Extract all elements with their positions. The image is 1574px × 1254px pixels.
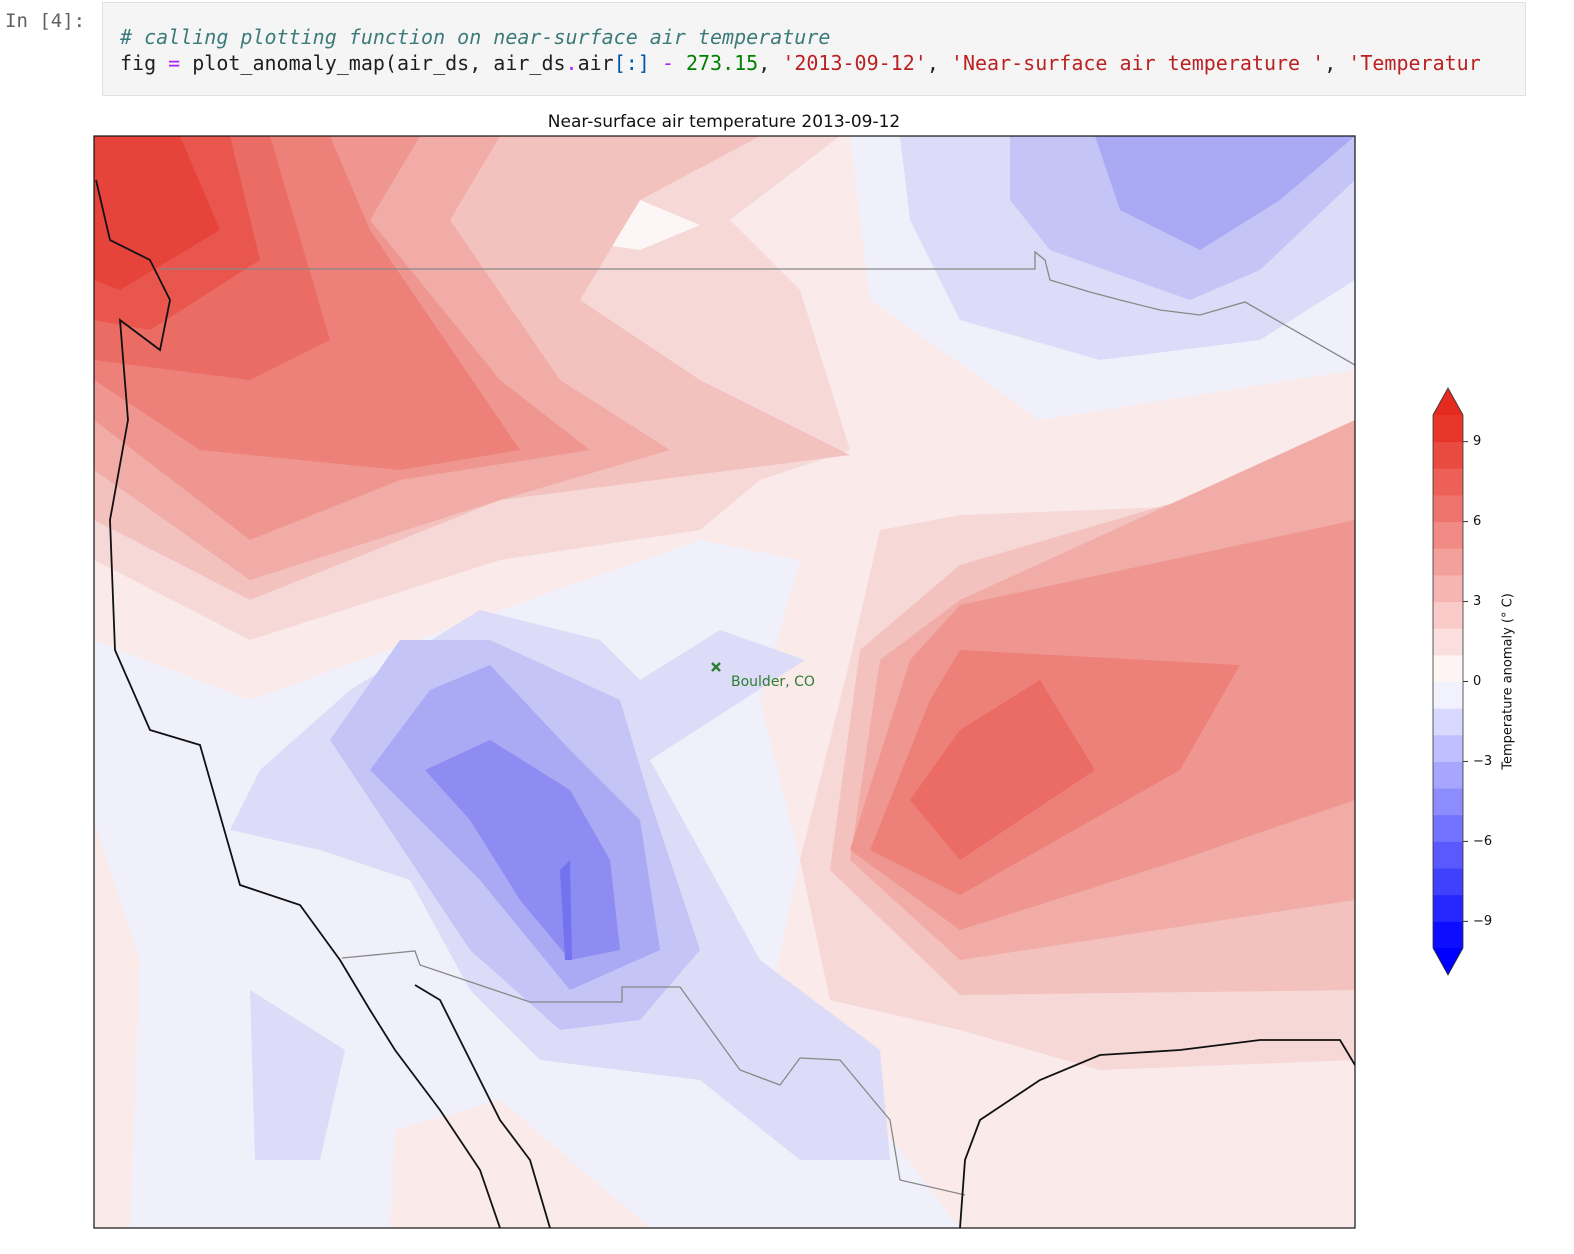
colorbar-band bbox=[1433, 548, 1463, 576]
colorbar-tick-label: −3 bbox=[1473, 754, 1492, 769]
borders bbox=[160, 250, 1355, 1196]
colorbar-tick-label: 6 bbox=[1473, 514, 1481, 529]
coastline bbox=[95, 179, 1355, 1228]
colorbar-band bbox=[1433, 628, 1463, 656]
colorbar-tick-label: 0 bbox=[1473, 674, 1481, 689]
colorbar-band bbox=[1433, 814, 1463, 842]
code-token: '2013-09-12' bbox=[782, 51, 927, 75]
cell-prompt: In [4]: bbox=[5, 10, 86, 32]
colorbar-tick-label: −6 bbox=[1473, 834, 1492, 849]
code-token: # calling plotting function on near-surf… bbox=[120, 25, 831, 49]
colorbar-band bbox=[1433, 734, 1463, 762]
marker-label: Boulder, CO bbox=[731, 674, 815, 690]
colorbar-band bbox=[1433, 868, 1463, 896]
colorbar-band bbox=[1433, 415, 1463, 443]
colorbar-band bbox=[1433, 441, 1463, 469]
colorbar-extend-max bbox=[1433, 388, 1463, 415]
colorbar-band bbox=[1433, 574, 1463, 603]
colorbar-band bbox=[1433, 681, 1463, 709]
map-frame bbox=[93, 135, 1356, 1229]
colorbar-band bbox=[1433, 654, 1463, 682]
code-token: . bbox=[565, 51, 578, 75]
colorbar-band bbox=[1433, 761, 1463, 789]
code-token: air bbox=[577, 51, 614, 75]
code-token: plot_anomaly_map(air_ds, air_ds bbox=[180, 51, 566, 75]
colorbar-band bbox=[1433, 601, 1463, 629]
map: Boulder, CO bbox=[94, 136, 1355, 1228]
code-line: # calling plotting function on near-surf… bbox=[120, 24, 1525, 50]
code-token: fig bbox=[120, 51, 169, 75]
colorbar-label: Temperature anomaly (° C) bbox=[1501, 593, 1516, 771]
code-token: = bbox=[168, 51, 181, 75]
boulder-marker bbox=[711, 662, 721, 672]
colorbar-tick-label: 3 bbox=[1473, 594, 1481, 609]
colorbar-band bbox=[1433, 841, 1463, 869]
code-token: 'Temperatur bbox=[1348, 51, 1481, 75]
colorbar-band bbox=[1433, 708, 1463, 736]
code-token: [:] bbox=[613, 51, 662, 75]
colorbar-band bbox=[1433, 921, 1463, 949]
code-token: , bbox=[1324, 51, 1349, 75]
colorbar-tick-label: −9 bbox=[1473, 914, 1492, 929]
code-token: 273.15 bbox=[685, 51, 759, 75]
colorbar-outline bbox=[1432, 387, 1464, 976]
code-token: , bbox=[926, 51, 951, 75]
colorbar-band bbox=[1433, 894, 1463, 922]
colorbar-extend-min bbox=[1433, 948, 1463, 975]
colorbar-tick-label: 9 bbox=[1473, 434, 1481, 449]
colorbar-band bbox=[1433, 521, 1463, 549]
code-token: , bbox=[758, 51, 783, 75]
code-token: - bbox=[661, 51, 674, 75]
colorbar-band bbox=[1433, 468, 1463, 496]
colorbar-band bbox=[1433, 494, 1463, 523]
map-title: Near-surface air temperature 2013-09-12 bbox=[548, 112, 900, 132]
code-token: 'Near-surface air temperature ' bbox=[950, 51, 1325, 75]
colorbar: −9 −6 −3 0 3 6 9 Temperature anomaly (° C) bbox=[1432, 387, 1516, 976]
code-cell[interactable]: # calling plotting function on near-surf… bbox=[102, 2, 1526, 96]
colorbar-band bbox=[1433, 788, 1463, 816]
code-line: fig = plot_anomaly_map(air_ds, air_ds.ai… bbox=[120, 50, 1525, 76]
